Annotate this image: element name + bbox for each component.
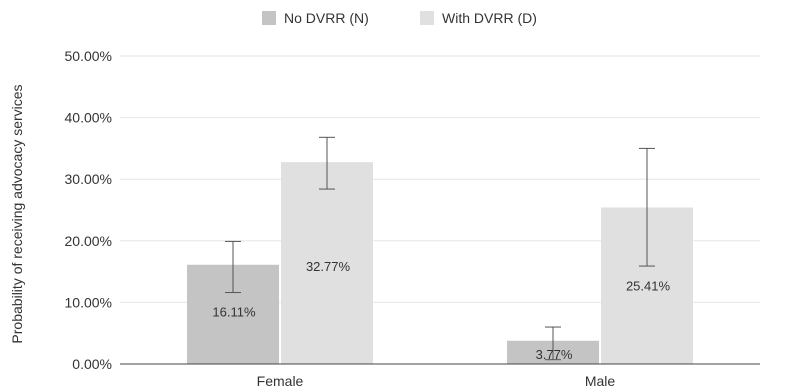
legend: No DVRR (N) With DVRR (D) (262, 10, 537, 26)
data-label: 32.77% (306, 259, 351, 274)
legend-swatch (420, 11, 434, 25)
data-label: 3.77% (536, 347, 573, 362)
data-labels: 16.11% 32.77% 3.77% 25.41% (212, 259, 670, 362)
data-label: 25.41% (626, 278, 671, 293)
x-axis-ticks: Female Male (257, 373, 616, 389)
data-label: 16.11% (212, 304, 256, 319)
y-axis-ticks: 0.00% 10.00% 20.00% 30.00% 40.00% 50.00% (65, 48, 112, 372)
y-tick-label: 40.00% (65, 110, 112, 126)
y-tick-label: 30.00% (65, 171, 112, 187)
bar (281, 162, 373, 364)
y-tick-label: 0.00% (72, 356, 112, 372)
y-tick-label: 10.00% (65, 294, 112, 310)
legend-label: No DVRR (N) (284, 10, 369, 26)
y-tick-label: 50.00% (65, 48, 112, 64)
y-axis-label: Probability of receiving advocacy servic… (9, 84, 25, 343)
x-tick-label: Female (257, 373, 304, 389)
x-tick-label: Male (585, 373, 616, 389)
y-tick-label: 20.00% (65, 233, 112, 249)
legend-label: With DVRR (D) (442, 10, 537, 26)
legend-swatch (262, 11, 276, 25)
error-bars (225, 136, 655, 361)
bars (187, 162, 693, 364)
